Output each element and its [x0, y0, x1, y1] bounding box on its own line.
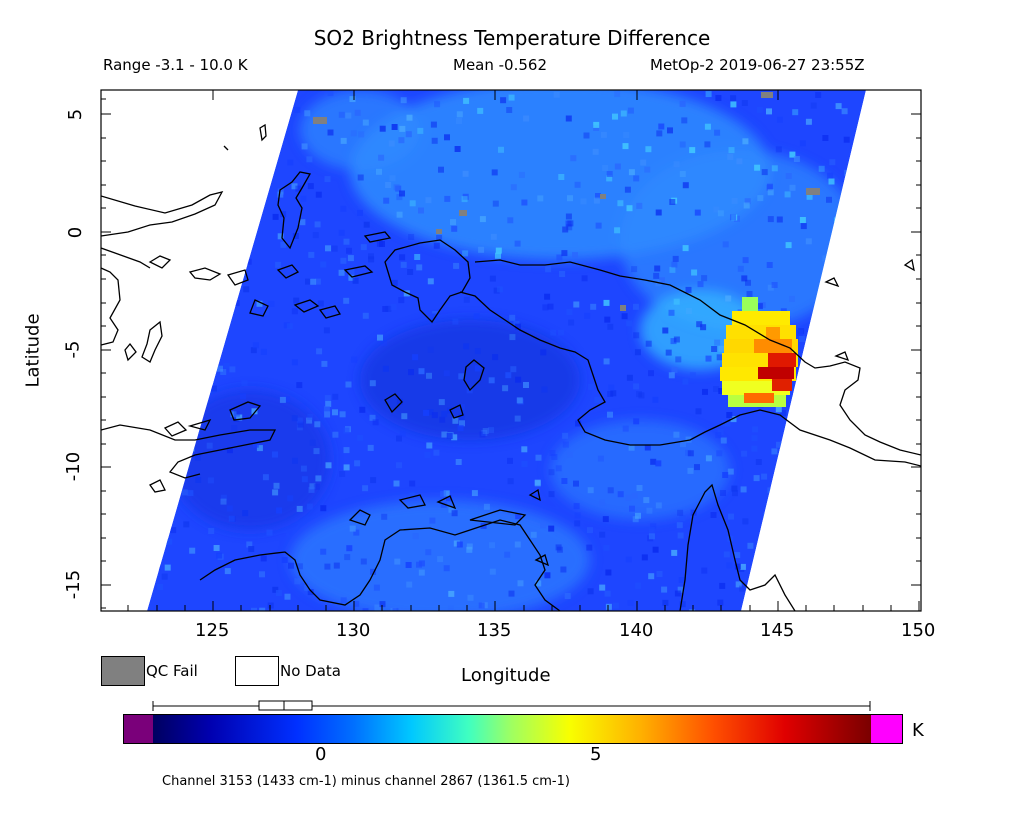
- range-text: Range -3.1 - 10.0 K: [103, 56, 248, 74]
- colorbar-boxplot: [152, 700, 871, 711]
- coastlines: [101, 123, 921, 611]
- qc-fail-pixels: [313, 92, 820, 311]
- no-data-label: No Data: [280, 662, 341, 680]
- y-tick-label: 5: [65, 108, 87, 121]
- mean-text: Mean -0.562: [453, 56, 547, 74]
- qc-fail-label: QC Fail: [146, 662, 198, 680]
- x-tick-label: 130: [336, 620, 371, 641]
- chart-title: SO2 Brightness Temperature Difference: [313, 26, 711, 50]
- colorbar-unit: K: [912, 720, 924, 741]
- plume: [720, 297, 798, 407]
- y-minor-ticks: [101, 98, 921, 609]
- colorbar-under: [124, 715, 153, 743]
- y-axis-label: Latitude: [22, 313, 44, 388]
- colorbar-tick-5: 5: [590, 744, 602, 765]
- colorbar: [123, 714, 903, 744]
- no-data-swatch: [235, 656, 279, 686]
- colorbar-gradient: [153, 715, 871, 743]
- footnote: Channel 3153 (1433 cm-1) minus channel 2…: [162, 774, 570, 789]
- x-ticks: [212, 90, 920, 611]
- y-tick-label: -15: [63, 569, 85, 600]
- x-tick-label: 135: [477, 620, 512, 641]
- colorbar-tick-0: 0: [315, 744, 327, 765]
- x-tick-label: 140: [619, 620, 654, 641]
- x-tick-label: 145: [760, 620, 795, 641]
- y-ticks: [101, 113, 921, 586]
- x-tick-label: 150: [901, 620, 936, 641]
- colorbar-over: [871, 715, 902, 743]
- x-axis-label: Longitude: [461, 665, 551, 686]
- y-tick-label: -10: [63, 451, 85, 482]
- x-tick-label: 125: [195, 620, 230, 641]
- y-tick-label: 0: [65, 226, 87, 239]
- y-tick-label: -5: [62, 340, 84, 359]
- satellite-time-text: MetOp-2 2019-06-27 23:55Z: [650, 56, 865, 74]
- x-minor-ticks: [127, 605, 892, 611]
- qc-fail-swatch: [101, 656, 145, 686]
